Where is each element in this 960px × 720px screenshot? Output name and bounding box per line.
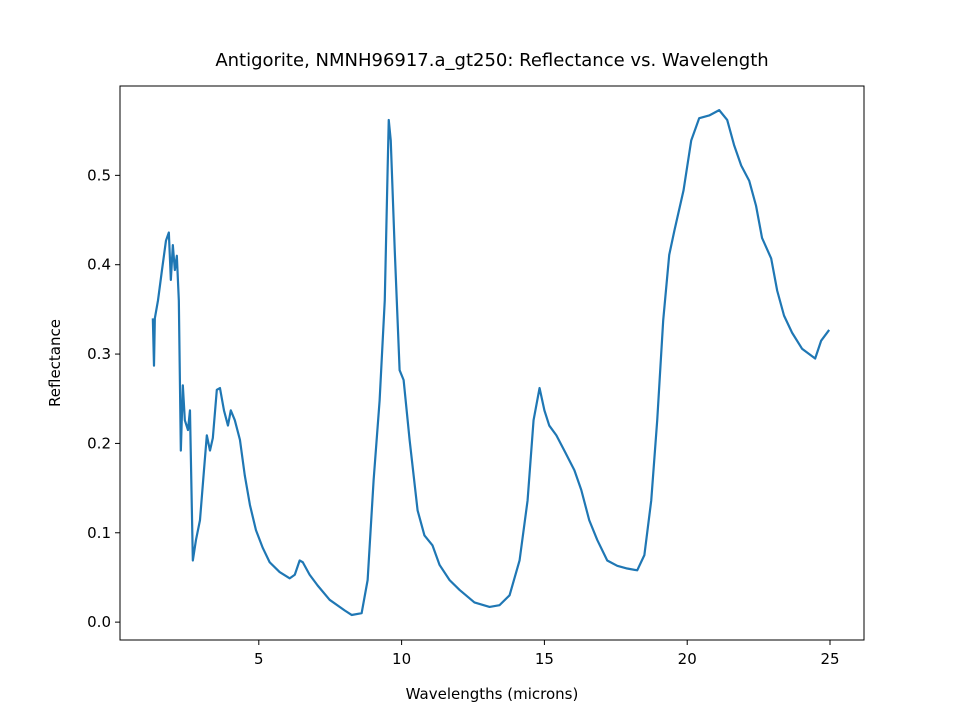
y-axis-label: Reflectance [46, 319, 64, 407]
x-tick-label: 5 [254, 650, 264, 668]
y-tick-label: 0.3 [87, 345, 111, 363]
x-tick-label: 20 [678, 650, 697, 668]
x-tick-label: 10 [392, 650, 411, 668]
y-tick-label: 0.5 [87, 166, 111, 184]
x-axis-label: Wavelengths (microns) [406, 685, 579, 703]
y-tick-label: 0.4 [87, 256, 111, 274]
plot-frame [119, 85, 865, 641]
x-tick-label: 25 [820, 650, 839, 668]
y-tick-label: 0.1 [87, 524, 111, 542]
y-tick-label: 0.0 [87, 613, 111, 631]
data-line [151, 109, 831, 617]
x-tick-label: 15 [535, 650, 554, 668]
y-tick-label: 0.2 [87, 434, 111, 452]
chart-title: Antigorite, NMNH96917.a_gt250: Reflectan… [215, 50, 768, 71]
